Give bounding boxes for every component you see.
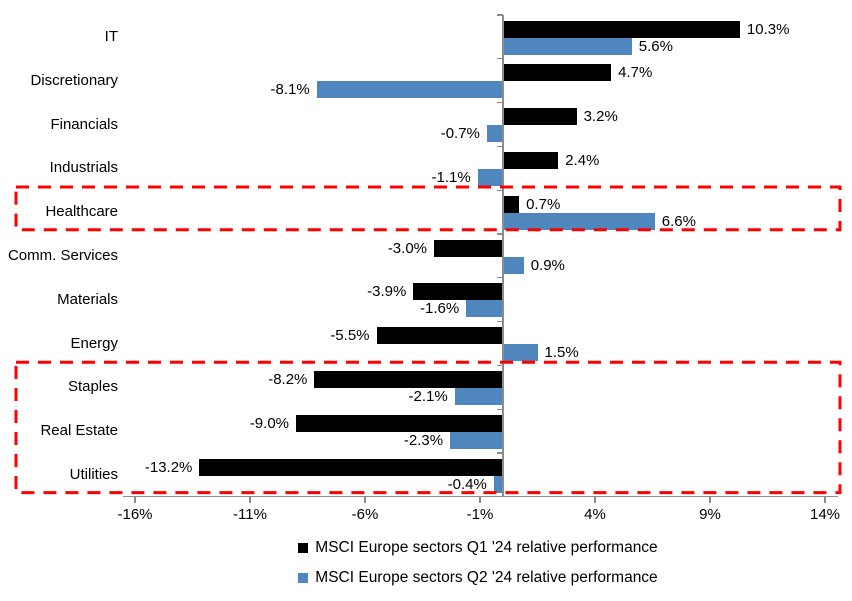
q1-color-swatch-icon: [298, 543, 309, 553]
bar-q1: [503, 195, 520, 213]
x-axis-label: 9%: [699, 505, 721, 523]
x-axis-tick: [594, 495, 596, 503]
category-label: Comm. Services: [7, 246, 118, 264]
bar-q2: [503, 37, 632, 55]
x-axis-tick: [134, 495, 136, 503]
category-label: Industrials: [49, 159, 118, 177]
category-tick: [496, 145, 503, 148]
x-axis-tick: [824, 495, 826, 503]
bar-q1: [296, 414, 503, 432]
value-label: -2.3%: [403, 431, 444, 449]
category-label: Discretionary: [30, 71, 118, 89]
bar-q2: [503, 344, 538, 362]
x-axis-tick: [249, 495, 251, 503]
category-label: Energy: [70, 334, 118, 352]
x-axis-label: -11%: [233, 505, 267, 523]
x-axis-label: 4%: [584, 505, 606, 523]
category-tick: [496, 14, 503, 16]
legend-label-q2: MSCI Europe sectors Q2 '24 relative perf…: [315, 569, 658, 586]
value-label: -1.6%: [420, 300, 460, 318]
value-label: -9.0%: [249, 414, 289, 432]
bar-q2: [316, 81, 503, 99]
value-label: -0.7%: [440, 125, 480, 143]
category-tick: [496, 58, 503, 60]
bar-q1: [503, 20, 740, 38]
bar-q1: [503, 64, 612, 82]
value-label: 0.9%: [530, 256, 565, 274]
bar-q2: [486, 125, 503, 143]
category-tick: [496, 277, 503, 279]
category-tick: [496, 408, 503, 410]
value-label: -0.4%: [447, 475, 487, 493]
category-label: Staples: [67, 378, 118, 396]
bar-q1: [413, 283, 503, 301]
bar-q2: [503, 212, 655, 230]
value-label: -3.9%: [367, 283, 407, 301]
bar-q1: [503, 108, 577, 126]
x-axis-tick: [709, 495, 711, 503]
bar-q2: [450, 431, 503, 449]
bar-q1: [503, 151, 559, 169]
value-label: -5.5%: [330, 327, 370, 345]
value-label: 1.5%: [544, 344, 579, 362]
x-axis-label: -16%: [117, 505, 153, 523]
bar-q2: [477, 168, 503, 186]
value-label: 0.7%: [526, 195, 561, 213]
value-label: -8.2%: [268, 370, 308, 388]
y-axis-line: [502, 15, 504, 496]
value-label: 10.3%: [746, 20, 790, 38]
value-label: 5.6%: [638, 37, 673, 55]
x-axis-tick: [479, 495, 481, 503]
x-axis-label: -6%: [351, 505, 379, 523]
value-label: 4.7%: [618, 64, 653, 82]
x-axis-tick: [364, 495, 366, 503]
legend-label-q1: MSCI Europe sectors Q1 '24 relative perf…: [315, 539, 658, 556]
legend-item-q1: MSCI Europe sectors Q1 '24 relative perf…: [52, 533, 852, 563]
category-label: Real Estate: [40, 422, 118, 440]
value-label: 3.2%: [583, 108, 618, 126]
legend-item-q2: MSCI Europe sectors Q2 '24 relative perf…: [52, 563, 852, 593]
category-label: Materials: [57, 290, 118, 308]
category-tick: [496, 364, 503, 367]
value-label: -13.2%: [144, 458, 193, 476]
category-label: Financials: [50, 115, 118, 133]
value-label: -1.1%: [431, 168, 471, 186]
value-label: 6.6%: [661, 212, 696, 230]
category-label: Healthcare: [45, 203, 118, 221]
x-axis-label: 14%: [809, 505, 841, 523]
q2-color-swatch-icon: [298, 573, 309, 583]
bar-q2: [454, 387, 503, 405]
x-axis-label: -1%: [466, 505, 494, 523]
bar-q1: [434, 239, 503, 257]
category-tick: [496, 452, 503, 454]
bar-q1: [199, 458, 503, 476]
bar-q2: [503, 256, 524, 274]
value-label: -3.0%: [387, 239, 427, 257]
category-tick: [496, 321, 503, 323]
value-label: 2.4%: [565, 151, 600, 169]
legend: MSCI Europe sectors Q1 '24 relative perf…: [52, 533, 852, 593]
category-tick: [496, 189, 503, 191]
value-label: -2.1%: [408, 387, 448, 405]
bar-q1: [376, 327, 503, 345]
value-label: -8.1%: [270, 81, 310, 99]
bar-q2: [466, 300, 503, 318]
category-tick: [496, 233, 503, 235]
category-label: IT: [104, 27, 118, 45]
category-tick: [496, 496, 503, 498]
category-label: Utilities: [69, 465, 118, 483]
bar-q1: [314, 370, 503, 388]
category-tick: [496, 102, 503, 104]
